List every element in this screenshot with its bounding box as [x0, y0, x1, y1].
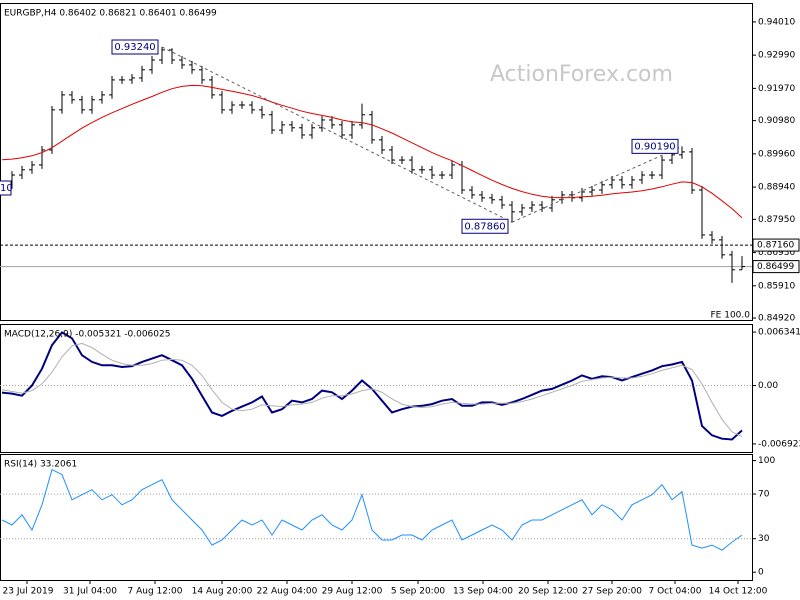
x-tick-label: 14 Oct 12:00: [709, 587, 768, 597]
annotation-box: [461, 218, 509, 234]
edge-label-box: [0, 180, 12, 196]
level-label: 0.87160: [757, 241, 794, 251]
edge-label: 10: [0, 183, 13, 194]
y-tick-label: 0.006341: [758, 328, 800, 338]
x-tick-label: 31 Jul 04:00: [63, 587, 117, 597]
y-tick-label: 0.92990: [758, 51, 795, 61]
series-line: [1, 468, 743, 551]
y-tick-label: 30: [758, 534, 770, 544]
watermark: ActionForex.com: [490, 62, 673, 87]
x-tick-label: 23 Jul 2019: [3, 587, 54, 597]
annotation-box: [631, 138, 679, 154]
annotation-box: [111, 39, 159, 55]
annotation-label: 0.87860: [464, 221, 505, 232]
rsi-panel-frame: [0, 454, 753, 581]
x-tick-label: 20 Sep 12:00: [518, 587, 578, 597]
level-label-box: [752, 238, 800, 252]
trend-line: [511, 145, 683, 223]
annotation-label: 0.90190: [634, 141, 675, 152]
series-line: [1, 84, 743, 219]
panel-title: EURGBP,H4 0.86402 0.86821 0.86401 0.8649…: [4, 9, 217, 19]
x-tick-label: 22 Aug 04:00: [257, 587, 318, 597]
y-tick-label: 0.89960: [758, 149, 795, 159]
panel-title: MACD(12,26,9) -0.005321 -0.006025: [4, 330, 170, 340]
y-tick-label: 0.88940: [758, 183, 795, 193]
y-tick-label: 100: [758, 456, 775, 466]
y-tick-label: 0.90980: [758, 116, 795, 126]
y-tick-label: 0: [758, 568, 764, 578]
x-tick-label: 13 Sep 04:00: [453, 587, 513, 597]
y-tick-label: 0.84920: [758, 314, 795, 324]
y-tick-label: 0.94010: [758, 17, 795, 27]
y-tick-label: 0.91970: [758, 84, 795, 94]
y-tick-label: 0.00: [758, 381, 778, 391]
x-tick-label: 7 Oct 04:00: [649, 587, 702, 597]
panel-title: RSI(14) 33.2061: [4, 460, 77, 470]
x-tick-label: 7 Aug 12:00: [128, 587, 183, 597]
x-tick-label: 27 Sep 20:00: [582, 587, 642, 597]
y-tick-label: 0.85910: [758, 281, 795, 291]
x-tick-label: 14 Aug 20:00: [192, 587, 253, 597]
y-tick-label: 70: [758, 490, 770, 500]
series-line: [1, 342, 743, 437]
level-label-box: [752, 260, 800, 274]
price-panel-frame: [0, 3, 753, 321]
annotation-label: 0.93240: [114, 42, 155, 53]
y-tick-label: -0.006923: [758, 439, 800, 449]
y-tick-label: 0.86930: [758, 248, 795, 258]
x-tick-label: 29 Aug 12:00: [322, 587, 383, 597]
x-tick-label: 5 Sep 20:00: [391, 587, 446, 597]
macd-panel-frame: [0, 324, 753, 453]
level-label: 0.86499: [757, 262, 794, 272]
note: FE 100.0: [711, 311, 751, 321]
y-tick-label: 0.87950: [758, 215, 795, 225]
trend-line: [161, 46, 513, 223]
